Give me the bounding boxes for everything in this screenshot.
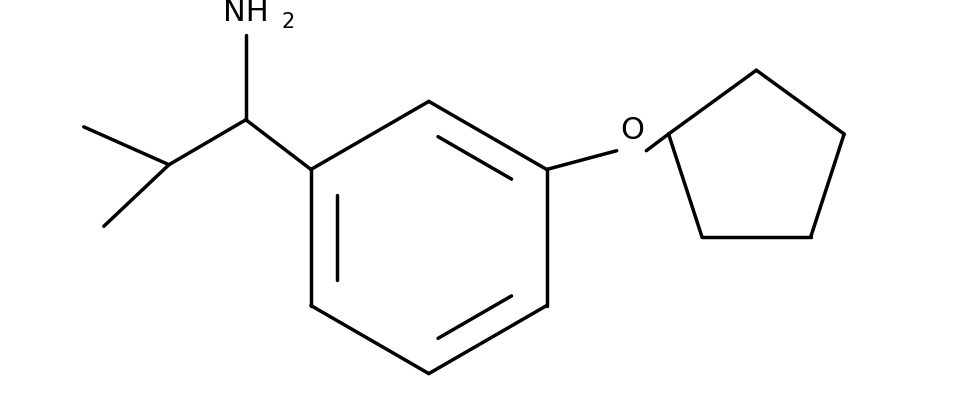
Text: NH: NH (223, 0, 268, 28)
Text: O: O (620, 116, 644, 145)
Text: 2: 2 (281, 12, 295, 32)
